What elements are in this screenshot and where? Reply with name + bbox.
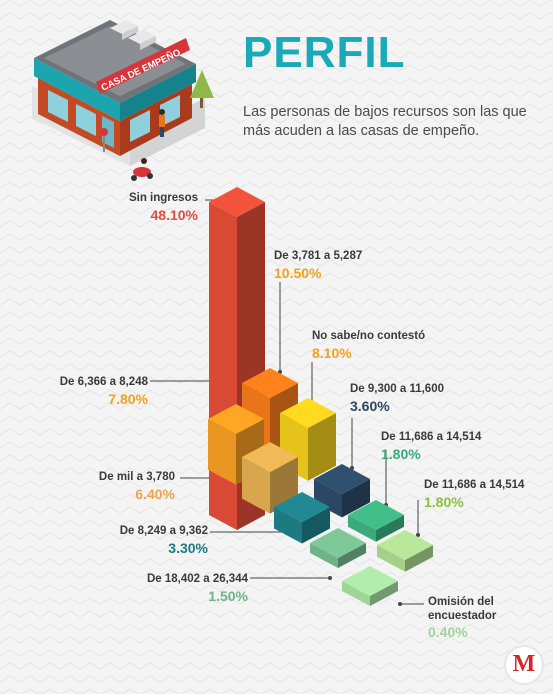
label-omision: Omisión del encuestador 0.40% xyxy=(428,596,497,640)
bar-9-top xyxy=(310,528,366,558)
bar-7-top xyxy=(377,530,433,560)
label-18402-26344: De 18,402 a 26,344 1.50% xyxy=(146,573,248,604)
label-3781-5287: De 3,781 a 5,287 10.50% xyxy=(274,250,363,281)
bar-5-top xyxy=(242,442,298,472)
bar-6 xyxy=(348,500,404,542)
bar-1-top xyxy=(242,368,298,398)
label-9300-11600: De 9,300 a 11,600 3.60% xyxy=(350,383,444,414)
bar-10-right xyxy=(370,581,398,606)
pawn-shop-illustration: CASA DE EMPEÑO xyxy=(32,20,214,181)
leader-dot-9 xyxy=(328,576,332,580)
bar-7 xyxy=(377,530,433,572)
bar-10-left xyxy=(342,581,370,606)
bar-4 xyxy=(314,464,370,518)
page-subtitle: Las personas de bajos recursos son las q… xyxy=(243,104,527,139)
bar-4-left xyxy=(314,479,342,518)
bar-10 xyxy=(342,566,398,606)
bar-2-top xyxy=(280,398,336,428)
bar-8 xyxy=(274,492,330,544)
bar-7-right xyxy=(405,545,433,572)
label-no-sabe: No sabe/no contestó 8.10% xyxy=(312,330,426,361)
logo-letter: M xyxy=(512,651,536,677)
milenio-logo: M xyxy=(504,645,544,685)
bar-9-right xyxy=(338,543,366,568)
bar-4-top xyxy=(314,464,370,494)
bar-9 xyxy=(310,528,366,568)
label-8249-9362: De 8,249 a 9,362 3.30% xyxy=(119,525,208,556)
bar-8-left xyxy=(274,507,302,544)
leader-dot-7 xyxy=(416,533,420,537)
bar-6-right xyxy=(376,515,404,542)
bar-6-top xyxy=(348,500,404,530)
bar-8-top xyxy=(274,492,330,522)
bar-2-right xyxy=(308,413,336,481)
label-11686-14514-b: De 11,686 a 14,514 1.80% xyxy=(424,479,525,510)
leader-dot-10 xyxy=(398,602,402,606)
label-sin-ingresos: Sin ingresos 48.10% xyxy=(128,192,198,223)
label-11686-14514-a: De 11,686 a 14,514 1.80% xyxy=(381,431,482,462)
bar-4-right xyxy=(342,479,370,518)
bar-9-left xyxy=(310,543,338,568)
bar-7-left xyxy=(377,545,405,572)
bar-0-top xyxy=(209,187,265,217)
bar-3-top xyxy=(208,404,264,434)
label-6366-8248: De 6,366 a 8,248 7.80% xyxy=(59,376,148,407)
page-title: PERFIL xyxy=(243,28,406,77)
bar-8-right xyxy=(302,507,330,544)
bar-3-left xyxy=(208,419,236,485)
bar-6-left xyxy=(348,515,376,542)
label-mil-3780: De mil a 3,780 6.40% xyxy=(98,471,175,502)
leader-line-3 xyxy=(150,380,219,420)
bar-10-top xyxy=(342,566,398,596)
bar-5-left xyxy=(242,457,270,514)
